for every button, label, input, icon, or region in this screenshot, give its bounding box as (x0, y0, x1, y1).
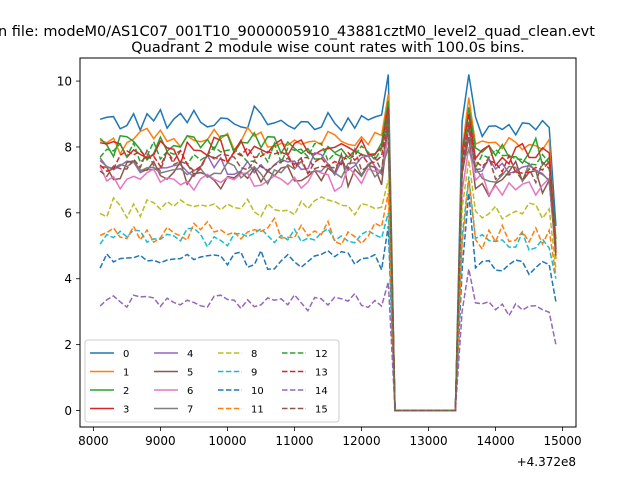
y-tick-label: 4 (64, 272, 72, 286)
x-tick-label: 9000 (145, 434, 176, 448)
x-tick-label: 10000 (208, 434, 246, 448)
legend-label-15: 15 (315, 405, 328, 416)
legend-label-4: 4 (187, 349, 193, 360)
legend-label-13: 13 (315, 368, 328, 379)
x-tick-label: 8000 (78, 434, 109, 448)
legend-label-1: 1 (123, 368, 129, 379)
legend-label-2: 2 (123, 386, 129, 397)
legend-box (84, 339, 340, 423)
legend-label-12: 12 (315, 349, 328, 360)
series-1-line (99, 94, 557, 412)
legend-label-7: 7 (187, 405, 193, 416)
plot-area-frame (79, 57, 577, 428)
y-tick-label: 0 (64, 404, 72, 418)
legend-label-5: 5 (187, 368, 193, 379)
x-tick-label: 15000 (544, 434, 582, 448)
series-8-line (99, 159, 557, 412)
series-15-line (99, 113, 557, 412)
x-axis: 8000 9000 10000 11000 12000 13000 14000 15000 (78, 427, 582, 448)
x-tick-label: 12000 (342, 434, 380, 448)
series-14-line (99, 268, 557, 412)
series-10-line (99, 193, 557, 412)
x-offset-text: +4.372e8 (517, 455, 576, 469)
legend-label-3: 3 (123, 405, 129, 416)
series-layer (99, 74, 557, 412)
legend-label-6: 6 (187, 386, 193, 397)
y-tick-label: 6 (64, 206, 72, 220)
series-7-line (99, 146, 557, 412)
series-2-line (99, 100, 557, 412)
legend-label-14: 14 (315, 386, 328, 397)
series-12-line (99, 113, 557, 412)
legend-label-9: 9 (251, 368, 257, 379)
x-tick-label: 13000 (409, 434, 447, 448)
y-tick-label: 10 (57, 75, 72, 89)
y-tick-label: 8 (64, 140, 72, 154)
series-3-line (99, 107, 557, 412)
y-axis: 0 2 4 6 8 10 (57, 75, 80, 418)
x-tick-label: 11000 (275, 434, 313, 448)
legend-label-0: 0 (123, 349, 129, 360)
y-tick-label: 2 (64, 338, 72, 352)
legend-label-11: 11 (251, 405, 264, 416)
series-11-line (99, 179, 557, 412)
figure-suptitle: n file: modeM0/AS1C07_001T10_9000005910_… (0, 24, 595, 40)
series-9-line (99, 176, 557, 412)
series-13-line (99, 117, 557, 412)
x-tick-label: 14000 (476, 434, 514, 448)
legend-label-10: 10 (251, 386, 264, 397)
legend-label-8: 8 (251, 349, 257, 360)
series-0-line (99, 74, 557, 412)
chart-title: Quadrant 2 module wise count rates with … (131, 40, 525, 56)
